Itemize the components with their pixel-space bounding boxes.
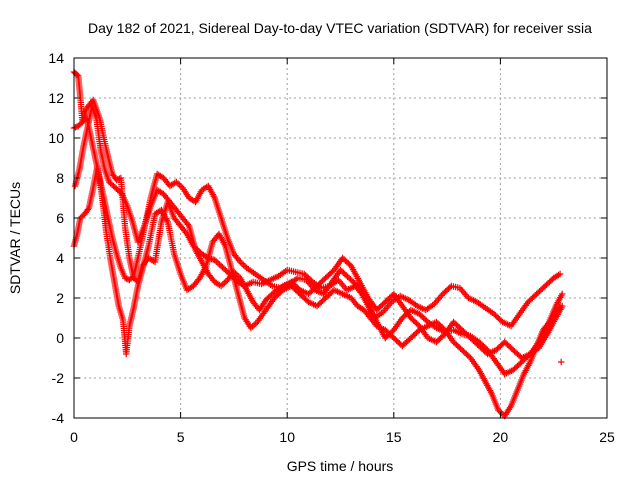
x-tick-label: 10 — [279, 429, 295, 445]
y-tick-label: 6 — [56, 210, 64, 226]
y-tick-label: 12 — [48, 90, 64, 106]
x-tick-label: 25 — [599, 429, 615, 445]
x-tick-label: 0 — [70, 429, 78, 445]
data-point-marker — [559, 290, 566, 298]
y-axis-label: SDTVAR / TECUs — [7, 182, 23, 294]
data-point-marker — [73, 71, 81, 79]
y-tick-label: 2 — [56, 290, 64, 306]
series-isolated-point — [557, 358, 565, 366]
data-point-marker — [84, 206, 92, 213]
data-point-marker — [556, 270, 564, 278]
plot-frame — [73, 57, 608, 419]
x-tick-label: 20 — [493, 429, 509, 445]
x-tick-label: 15 — [386, 429, 402, 445]
series-track-4 — [71, 102, 566, 362]
data-point-marker — [129, 274, 136, 281]
y-tick-label: 14 — [48, 50, 64, 66]
data-point-marker — [124, 276, 132, 283]
y-tick-label: -2 — [52, 370, 65, 386]
y-tick-label: 8 — [56, 170, 64, 186]
y-tick-label: 0 — [56, 330, 64, 346]
x-tick-label: 5 — [177, 429, 185, 445]
chart-title: Day 182 of 2021, Sidereal Day-to-day VTE… — [88, 20, 592, 36]
data-point-marker — [114, 176, 122, 183]
axis-ticks: 0 5 10 15 20 25 -4 -2 0 2 4 6 8 10 12 14 — [48, 50, 615, 445]
data-point-marker — [557, 358, 565, 366]
data-point-marker — [446, 284, 454, 291]
x-axis-label: GPS time / hours — [287, 458, 394, 474]
plot-area — [70, 68, 566, 420]
y-tick-label: 4 — [56, 250, 64, 266]
y-tick-label: 10 — [48, 130, 64, 146]
data-point-marker — [121, 274, 129, 282]
y-tick-label: -4 — [52, 410, 65, 426]
data-point-marker — [72, 124, 79, 131]
data-point-marker — [117, 189, 124, 196]
series-track-3 — [70, 162, 564, 420]
